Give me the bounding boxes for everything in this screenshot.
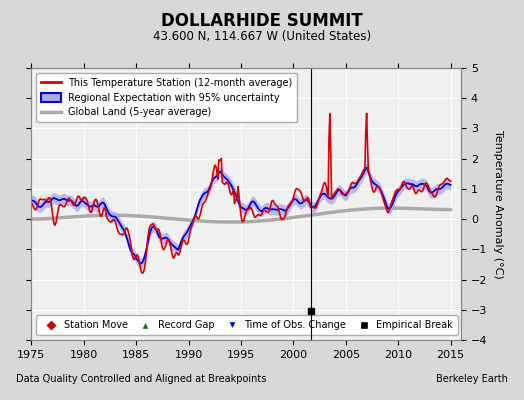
Text: 43.600 N, 114.667 W (United States): 43.600 N, 114.667 W (United States) [153, 30, 371, 43]
Text: DOLLARHIDE SUMMIT: DOLLARHIDE SUMMIT [161, 12, 363, 30]
Text: Berkeley Earth: Berkeley Earth [436, 374, 508, 384]
Text: Data Quality Controlled and Aligned at Breakpoints: Data Quality Controlled and Aligned at B… [16, 374, 266, 384]
Legend: Station Move, Record Gap, Time of Obs. Change, Empirical Break: Station Move, Record Gap, Time of Obs. C… [36, 316, 458, 335]
Y-axis label: Temperature Anomaly (°C): Temperature Anomaly (°C) [493, 130, 503, 278]
